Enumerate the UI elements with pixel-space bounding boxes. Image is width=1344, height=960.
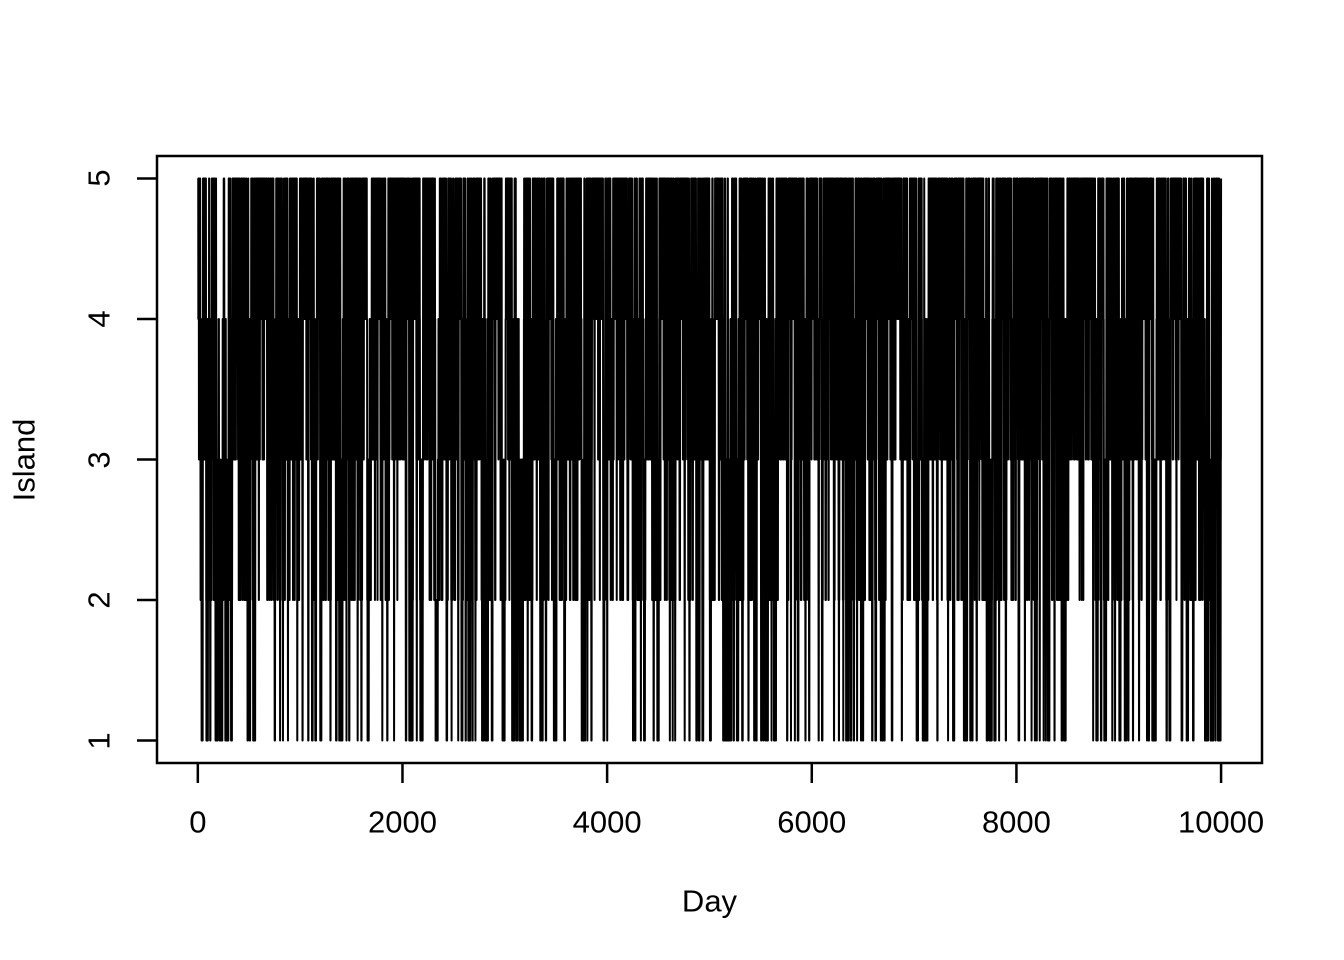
y-axis-title: Island [6, 418, 42, 501]
y-tick-label: 2 [81, 591, 117, 609]
x-axis-ticks [196, 763, 1223, 783]
x-tick-label: 0 [189, 804, 207, 840]
x-tick-label: 2000 [367, 804, 437, 840]
x-axis-title: Day [681, 883, 738, 919]
y-tick-label: 4 [81, 310, 117, 328]
x-tick-label: 4000 [572, 804, 642, 840]
plot-box [155, 154, 1264, 765]
y-axis-ticks [137, 177, 157, 742]
x-tick-label: 10000 [1177, 804, 1265, 840]
x-tick-label: 8000 [981, 804, 1051, 840]
mcmc-trace-path [197, 177, 1223, 742]
y-tick-label: 3 [81, 450, 117, 469]
y-tick-label: 1 [81, 731, 117, 750]
y-tick-label: 5 [81, 169, 117, 188]
x-tick-label: 6000 [777, 804, 847, 840]
